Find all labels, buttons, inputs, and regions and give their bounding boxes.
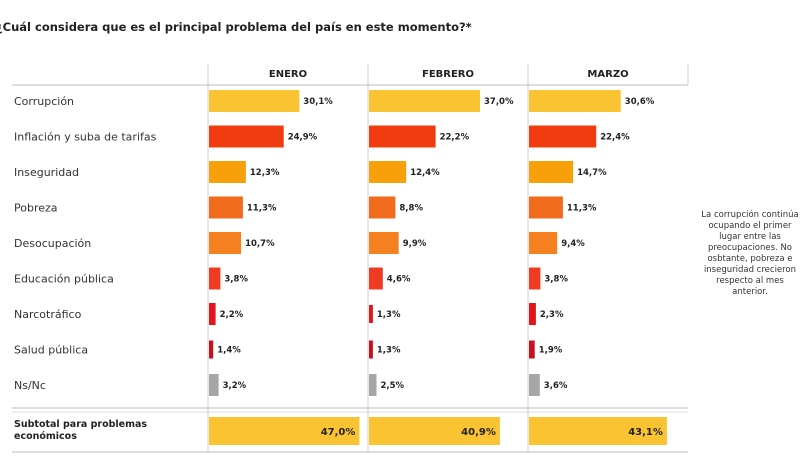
note-line: inseguridad crecieron (703, 265, 797, 275)
category-label: Educación pública (14, 273, 114, 286)
bar (209, 161, 246, 183)
data-label: 1,9% (539, 346, 563, 356)
subtotal-bar (529, 417, 667, 445)
series-header: MARZO (587, 69, 628, 80)
bar (209, 340, 214, 359)
data-label: 3,2% (223, 381, 247, 391)
category-label: Desocupación (14, 237, 91, 250)
category-label: Corrupción (14, 95, 74, 108)
category-label: Inflación y suba de tarifas (14, 131, 157, 144)
category-label: Narcotráfico (14, 308, 82, 321)
data-label: 11,3% (247, 204, 277, 214)
bar (529, 267, 541, 290)
data-label: 30,6% (625, 97, 655, 107)
data-label: 9,9% (403, 239, 427, 249)
bar (209, 125, 284, 148)
data-label: 14,7% (577, 168, 607, 178)
note-line: respecto al mes (716, 276, 784, 286)
data-label: 3,8% (544, 275, 568, 285)
data-label: 1,4% (217, 346, 241, 356)
bar (209, 303, 216, 325)
data-label: 1,3% (377, 310, 401, 320)
data-label: 4,6% (387, 275, 411, 285)
subtotal-bar (369, 417, 500, 445)
data-label: 30,1% (303, 97, 333, 107)
data-label: 37,0% (484, 97, 514, 107)
subtotal-label: económicos (14, 431, 77, 442)
bar (529, 303, 536, 325)
note-line: ocupando el primer (708, 221, 792, 231)
bar (209, 232, 242, 254)
bar (369, 90, 480, 112)
series-header: ENERO (269, 69, 307, 80)
bar (209, 374, 219, 396)
data-label: 11,3% (567, 204, 597, 214)
bar (369, 374, 377, 396)
side-note: La corrupción continúa ocupando el primer… (690, 210, 800, 298)
note-line: La corrupción continúa (701, 210, 799, 220)
bar (369, 125, 436, 148)
note-line: osbtante, pobreza e (707, 254, 793, 264)
bar (529, 125, 597, 148)
bar (529, 161, 574, 183)
data-label: 12,3% (250, 168, 280, 178)
data-label: 2,5% (381, 381, 405, 391)
data-label: 10,7% (245, 239, 275, 249)
bar (369, 196, 396, 219)
data-label: 24,9% (288, 133, 318, 143)
series-header: FEBRERO (422, 69, 474, 80)
data-label: 3,6% (544, 381, 568, 391)
bar (209, 196, 243, 219)
bar (369, 305, 373, 323)
bar (369, 340, 373, 359)
bar (209, 267, 221, 290)
bar (369, 161, 407, 183)
bar (529, 196, 563, 219)
data-label: 8,8% (399, 204, 423, 214)
category-label: Salud pública (14, 344, 88, 357)
bar (209, 90, 300, 112)
data-label: 2,2% (220, 310, 244, 320)
subtotal-bar (209, 417, 360, 445)
bar (369, 267, 383, 290)
data-label: 1,3% (377, 346, 401, 356)
note-line: lugar entre las (719, 232, 781, 242)
data-label: 22,2% (440, 133, 470, 143)
subtotal-value: 40,9% (461, 427, 496, 438)
data-label: 22,4% (600, 133, 630, 143)
data-label: 12,4% (410, 168, 440, 178)
note-line: anterior. (732, 287, 768, 297)
subtotal-value: 47,0% (321, 427, 356, 438)
category-label: Ns/Nc (14, 379, 46, 392)
category-label: Pobreza (14, 202, 58, 215)
bar (529, 232, 558, 254)
data-label: 9,4% (561, 239, 585, 249)
bar (529, 374, 540, 396)
note-line: preocupaciones. No (707, 243, 793, 253)
category-label: Inseguridad (14, 166, 79, 179)
bar (369, 232, 399, 254)
bar (529, 90, 621, 112)
bar (529, 340, 535, 359)
subtotal-value: 43,1% (628, 427, 663, 438)
data-label: 3,8% (224, 275, 248, 285)
chart-title: ¿Cuál considera que es el principal prob… (0, 20, 472, 34)
data-label: 2,3% (540, 310, 564, 320)
subtotal-label: Subtotal para problemas (14, 419, 147, 430)
